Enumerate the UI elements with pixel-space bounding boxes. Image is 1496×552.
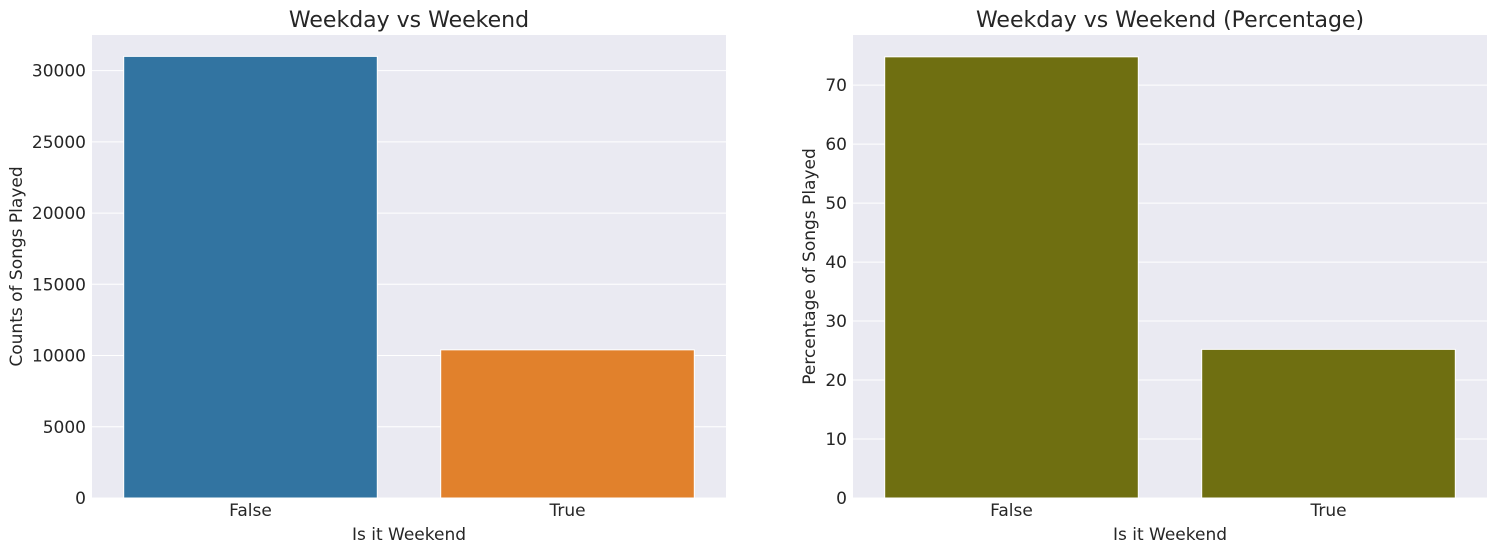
y-tick-label: 70 xyxy=(825,76,847,96)
y-tick-label: 60 xyxy=(825,135,847,155)
x-tick-labels: False True xyxy=(229,501,585,521)
x-tick-label: True xyxy=(548,501,585,521)
x-axis-label: Is it Weekend xyxy=(1113,525,1227,545)
y-tick-label: 20 xyxy=(825,371,847,391)
y-tick-label: 0 xyxy=(75,489,86,509)
x-tick-label: True xyxy=(1309,501,1346,521)
y-tick-label: 30 xyxy=(825,312,847,332)
x-tick-labels: False True xyxy=(990,501,1346,521)
bar-false xyxy=(884,56,1139,499)
y-axis-label: Counts of Songs Played xyxy=(7,166,27,366)
y-tick-label: 30000 xyxy=(32,62,86,82)
y-tick-label: 10000 xyxy=(32,347,86,367)
y-tick-label: 25000 xyxy=(32,133,86,153)
y-tick-label: 50 xyxy=(825,194,847,214)
bar-true xyxy=(440,349,695,499)
bars xyxy=(123,55,695,499)
x-tick-label: False xyxy=(229,501,272,521)
bar-false xyxy=(123,55,378,499)
y-tick-label: 10 xyxy=(825,430,847,450)
y-tick-label: 15000 xyxy=(32,275,86,295)
x-tick-label: False xyxy=(990,501,1033,521)
y-tick-label: 40 xyxy=(825,253,847,273)
bar-true xyxy=(1201,348,1456,499)
x-axis-label: Is it Weekend xyxy=(352,525,466,545)
chart-percentage: 0 10 20 30 40 50 60 70 False True Weekday vs Wee… xyxy=(800,8,1487,545)
y-tick-label: 5000 xyxy=(43,418,86,438)
chart-title: Weekday vs Weekend (Percentage) xyxy=(976,8,1364,33)
y-tick-label: 0 xyxy=(836,489,847,509)
y-axis-label: Percentage of Songs Played xyxy=(800,148,820,385)
chart-counts: 0 5000 10000 15000 20000 25000 30000 False True… xyxy=(7,8,726,545)
y-tick-label: 20000 xyxy=(32,204,86,224)
chart-title: Weekday vs Weekend xyxy=(289,8,529,33)
y-tick-labels: 0 10 20 30 40 50 60 70 xyxy=(825,76,847,509)
y-tick-labels: 0 5000 10000 15000 20000 25000 30000 xyxy=(32,62,86,509)
bars xyxy=(884,56,1456,499)
